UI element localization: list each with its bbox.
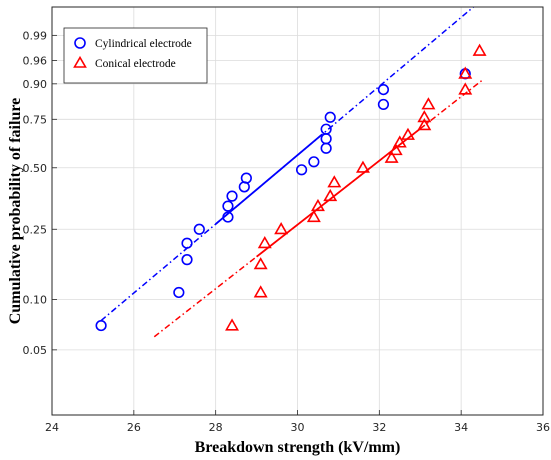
legend-marker-cylindrical (74, 37, 86, 49)
cylindrical-data-point (377, 83, 390, 96)
cylindrical-fit-line-solid (215, 133, 323, 225)
cylindrical-data-point (95, 319, 107, 332)
conical-data-point (417, 110, 432, 123)
conical-data-point (306, 209, 321, 223)
data-points (95, 43, 487, 332)
x-tick-label: 34 (454, 421, 468, 434)
cylindrical-data-point (193, 223, 205, 235)
y-tick-label: 0.96 (23, 54, 48, 67)
grid (52, 7, 543, 415)
x-tick-label: 32 (372, 421, 386, 434)
cylindrical-data-point (222, 200, 234, 212)
conical-data-point (253, 257, 268, 270)
y-axis-title: Cumulative probability of failure (7, 98, 24, 325)
conical-data-point (253, 285, 268, 298)
cylindrical-data-point (226, 190, 238, 202)
cylindrical-data-point (173, 286, 185, 299)
cylindrical-data-point (324, 111, 336, 123)
cylindrical-data-point (320, 123, 332, 135)
x-tick-label: 28 (209, 421, 223, 434)
x-tick-label: 26 (127, 421, 141, 434)
cylindrical-data-point (240, 172, 252, 184)
cylindrical-data-point (181, 254, 193, 266)
conical-data-point (458, 66, 473, 79)
conical-data-point (257, 235, 272, 249)
x-axis-title: Breakdown strength (kV/mm) (195, 439, 401, 456)
conical-data-point (327, 175, 342, 188)
x-tick-label: 24 (45, 421, 59, 434)
y-tick-label: 0.90 (23, 78, 48, 91)
conical-data-point (323, 188, 338, 202)
legend-label-conical: Conical electrode (95, 58, 176, 70)
cylindrical-data-point (181, 237, 193, 249)
legend-marker-conical (73, 55, 87, 68)
legend-box (63, 27, 208, 84)
legend: Cylindrical electrode Conical electrode (63, 27, 208, 84)
conical-data-point (400, 127, 415, 140)
y-tick-label: 0.05 (23, 344, 48, 357)
y-tick-label: 0.50 (23, 162, 48, 175)
cylindrical-data-point (377, 98, 390, 111)
conical-data-point (274, 222, 289, 235)
conical-data-point (310, 198, 325, 212)
y-tick-label: 0.75 (23, 113, 48, 126)
conical-data-point (355, 160, 370, 173)
conical-data-point (472, 43, 487, 56)
y-tick-label: 0.25 (23, 223, 48, 236)
conical-data-point (458, 82, 473, 95)
axis-ticks: 24 26 28 30 32 34 36 0.05 0.10 0.25 0.50 0.75 0.90 0.… (23, 29, 551, 434)
conical-data-point (392, 135, 407, 148)
y-tick-label: 0.10 (23, 294, 48, 307)
cylindrical-data-point (222, 211, 234, 223)
conical-data-point (417, 118, 432, 131)
legend-label-cylindrical: Cylindrical electrode (95, 38, 192, 50)
conical-data-point (421, 97, 436, 110)
y-tick-label: 0.99 (23, 29, 48, 42)
cylindrical-data-point (295, 164, 308, 176)
conical-data-point (225, 318, 240, 331)
conical-data-point (388, 142, 403, 156)
cylindrical-data-point (308, 156, 320, 168)
x-tick-label: 30 (291, 421, 305, 434)
conical-data-point (384, 150, 399, 163)
x-tick-label: 36 (536, 421, 550, 434)
